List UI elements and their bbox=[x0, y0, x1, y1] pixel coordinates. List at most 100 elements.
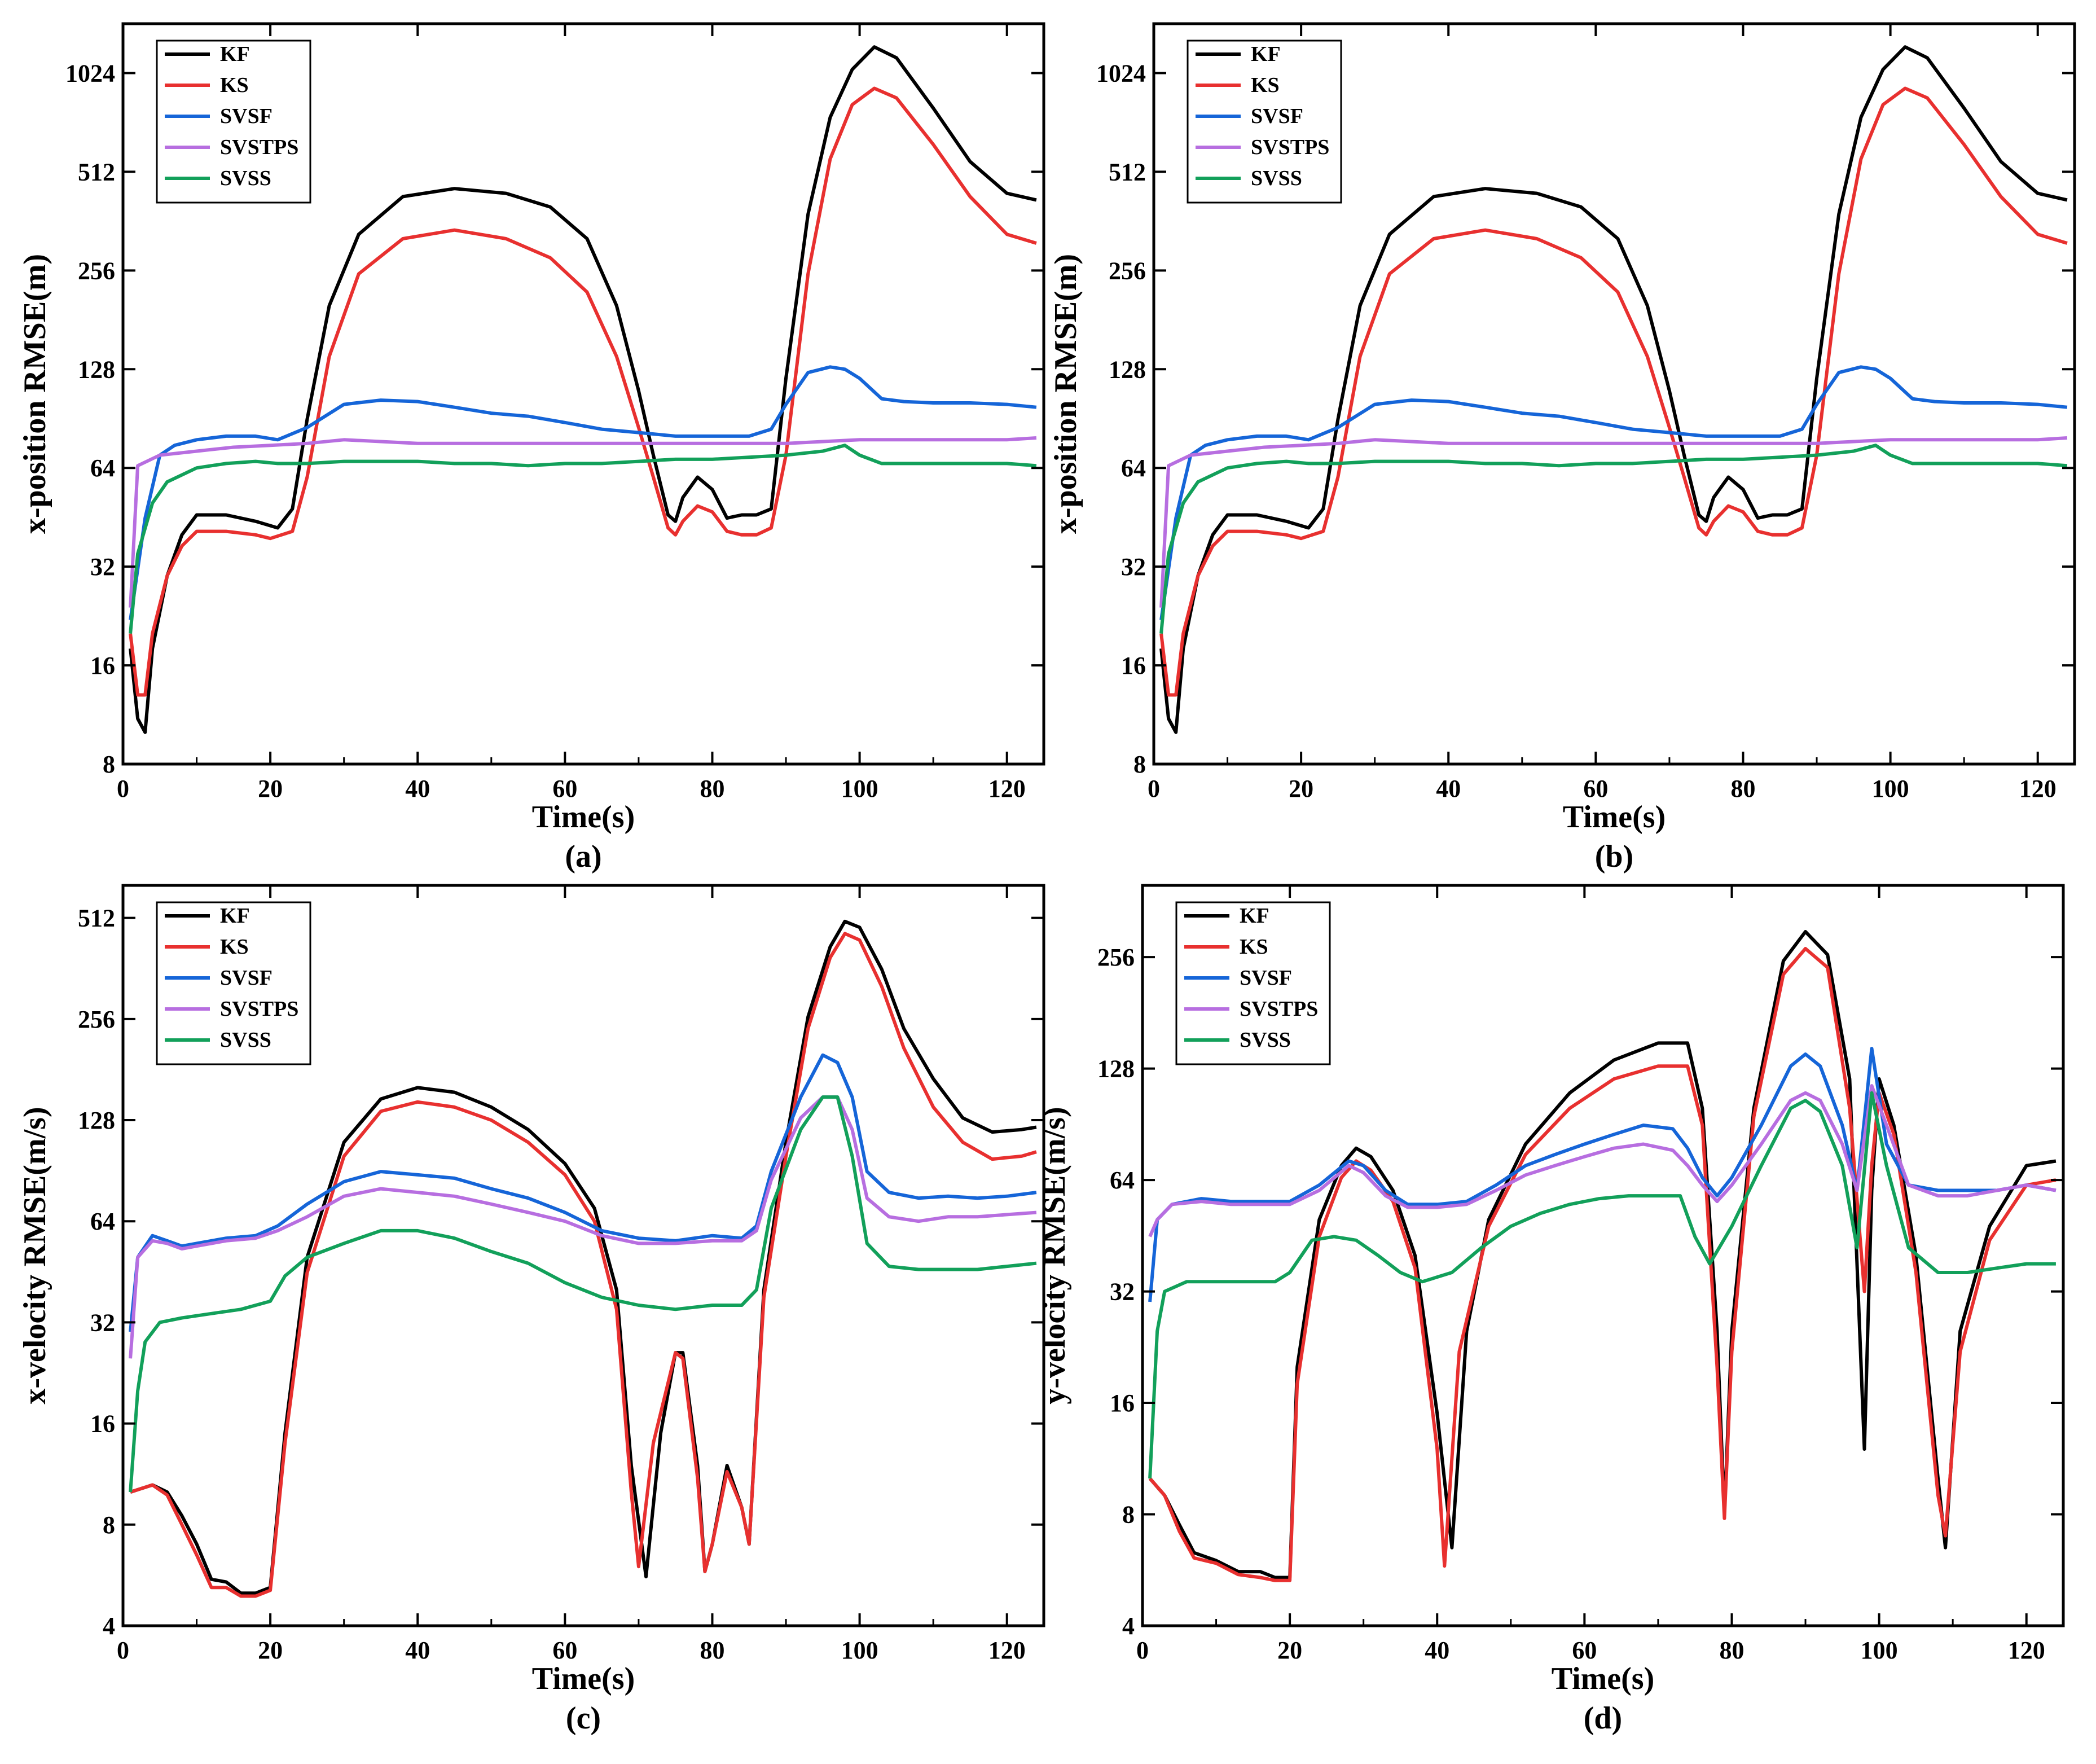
x-tick-label: 60 bbox=[552, 775, 577, 802]
x-axis-title: Time(s) bbox=[1563, 800, 1666, 835]
x-tick-label: 20 bbox=[258, 775, 283, 802]
legend-label-kf: KF bbox=[1251, 42, 1281, 66]
panel-label: (a) bbox=[565, 839, 601, 874]
legend-label-svsf: SVSF bbox=[220, 966, 273, 990]
series-line-kf bbox=[129, 45, 1037, 734]
series-line-svss bbox=[129, 444, 1037, 634]
x-tick-label: 0 bbox=[1148, 775, 1160, 802]
plot-frame bbox=[121, 884, 1045, 1627]
x-axis-title: Time(s) bbox=[532, 800, 635, 835]
x-tick-label: 100 bbox=[1861, 1636, 1898, 1664]
plot-frame bbox=[121, 22, 1045, 766]
series-line-svsf bbox=[129, 1053, 1037, 1332]
y-tick-label: 512 bbox=[1109, 158, 1146, 186]
legend-label-svstps: SVSTPS bbox=[1251, 135, 1329, 159]
x-tick-label: 0 bbox=[117, 775, 129, 802]
y-tick-label: 32 bbox=[90, 553, 115, 581]
y-tick-label: 16 bbox=[1110, 1389, 1135, 1417]
legend-label-svsf: SVSF bbox=[1240, 966, 1292, 990]
x-tick-label: 120 bbox=[2019, 775, 2057, 802]
x-tick-label: 20 bbox=[1289, 775, 1313, 802]
x-tick-label: 60 bbox=[552, 1636, 577, 1664]
x-tick-label: 120 bbox=[988, 1636, 1026, 1664]
legend-label-kf: KF bbox=[220, 42, 250, 66]
series-line-svss bbox=[129, 1095, 1037, 1493]
y-tick-label: 1024 bbox=[65, 59, 115, 87]
x-axis-title: Time(s) bbox=[1552, 1661, 1655, 1696]
series-line-svstps bbox=[1159, 436, 2068, 608]
x-axis-title: Time(s) bbox=[532, 1661, 635, 1696]
plot-frame bbox=[1152, 22, 2076, 766]
y-tick-label: 32 bbox=[1121, 553, 1146, 581]
panel-label: (d) bbox=[1584, 1701, 1622, 1736]
x-tick-label: 0 bbox=[117, 1636, 129, 1664]
y-axis-title: x-position RMSE(m) bbox=[17, 254, 52, 534]
legend-label-kf: KF bbox=[220, 904, 250, 928]
series-line-svsf bbox=[1159, 365, 2068, 621]
legend-box bbox=[156, 901, 311, 1065]
legend-box bbox=[1175, 901, 1331, 1065]
legend-label-svss: SVSS bbox=[220, 166, 271, 190]
legend-label-ks: KS bbox=[220, 73, 249, 97]
legend-label-svsf: SVSF bbox=[1251, 104, 1303, 128]
y-tick-label: 512 bbox=[78, 905, 115, 932]
x-tick-label: 60 bbox=[1583, 775, 1608, 802]
y-axis-title: y-velocity RMSE(m/s) bbox=[1037, 1107, 1072, 1404]
x-tick-label: 80 bbox=[1719, 1636, 1744, 1664]
y-tick-label: 64 bbox=[1110, 1166, 1135, 1194]
y-axis-title: x-velocity RMSE(m/s) bbox=[17, 1107, 52, 1404]
x-tick-label: 80 bbox=[700, 775, 724, 802]
x-tick-label: 120 bbox=[988, 775, 1026, 802]
x-tick-label: 100 bbox=[841, 1636, 878, 1664]
y-tick-label: 16 bbox=[1121, 652, 1146, 679]
y-tick-label: 4 bbox=[103, 1612, 115, 1640]
x-tick-label: 20 bbox=[1277, 1636, 1302, 1664]
legend-label-svstps: SVSTPS bbox=[220, 997, 298, 1021]
x-tick-label: 40 bbox=[405, 1636, 430, 1664]
series-line-kf bbox=[130, 919, 1037, 1595]
x-tick-label: 100 bbox=[841, 775, 878, 802]
x-tick-label: 80 bbox=[700, 1636, 724, 1664]
legend-label-svss: SVSS bbox=[1240, 1028, 1291, 1052]
y-tick-label: 1024 bbox=[1096, 59, 1146, 87]
y-tick-label: 128 bbox=[1097, 1055, 1135, 1083]
legend-box bbox=[156, 40, 311, 204]
plot-frame bbox=[1141, 884, 2065, 1627]
y-tick-label: 8 bbox=[103, 1511, 115, 1539]
x-tick-label: 80 bbox=[1730, 775, 1755, 802]
series-line-ks bbox=[129, 86, 1037, 697]
legend-box bbox=[1187, 40, 1342, 204]
y-tick-label: 256 bbox=[1109, 257, 1146, 284]
y-tick-label: 64 bbox=[90, 1208, 115, 1235]
y-tick-label: 8 bbox=[1133, 751, 1146, 778]
series-line-kf bbox=[1148, 930, 2057, 1579]
x-tick-label: 40 bbox=[1436, 775, 1461, 802]
y-tick-label: 4 bbox=[1122, 1612, 1135, 1640]
series-line-svss bbox=[1148, 1091, 2056, 1479]
legend-label-svsf: SVSF bbox=[220, 104, 273, 128]
legend-label-ks: KS bbox=[1240, 935, 1268, 959]
y-axis-title: x-position RMSE(m) bbox=[1048, 254, 1083, 534]
chart-panel-3: 0 20 40 60 80 100 120 4 8 16 32 64 128 256 512 Time(s) x… bbox=[17, 884, 1045, 1736]
x-tick-label: 40 bbox=[1425, 1636, 1449, 1664]
legend-label-svss: SVSS bbox=[220, 1028, 271, 1052]
legend-label-svss: SVSS bbox=[1251, 166, 1302, 190]
chart-panel-4: 0 20 40 60 80 100 120 4 8 16 32 64 128 256 Time(s) y-ve… bbox=[1037, 884, 2065, 1736]
x-tick-label: 40 bbox=[405, 775, 430, 802]
legend-label-svstps: SVSTPS bbox=[220, 135, 298, 159]
y-tick-label: 64 bbox=[1121, 454, 1146, 482]
y-tick-label: 128 bbox=[1109, 356, 1146, 383]
legend-label-kf: KF bbox=[1240, 904, 1269, 928]
legend-label-ks: KS bbox=[220, 935, 249, 959]
x-tick-label: 120 bbox=[2008, 1636, 2045, 1664]
x-tick-label: 20 bbox=[258, 1636, 283, 1664]
legend-label-ks: KS bbox=[1251, 73, 1280, 97]
y-tick-label: 512 bbox=[78, 158, 115, 186]
series-line-ks bbox=[1159, 86, 2068, 697]
y-tick-label: 32 bbox=[1110, 1278, 1135, 1306]
y-tick-label: 8 bbox=[103, 751, 115, 778]
series-line-svstps bbox=[129, 436, 1037, 608]
chart-panel-1: 0 20 40 60 80 100 120 8 16 32 64 128 256 512 1024 Time(… bbox=[17, 22, 1045, 874]
x-tick-label: 0 bbox=[1136, 1636, 1149, 1664]
